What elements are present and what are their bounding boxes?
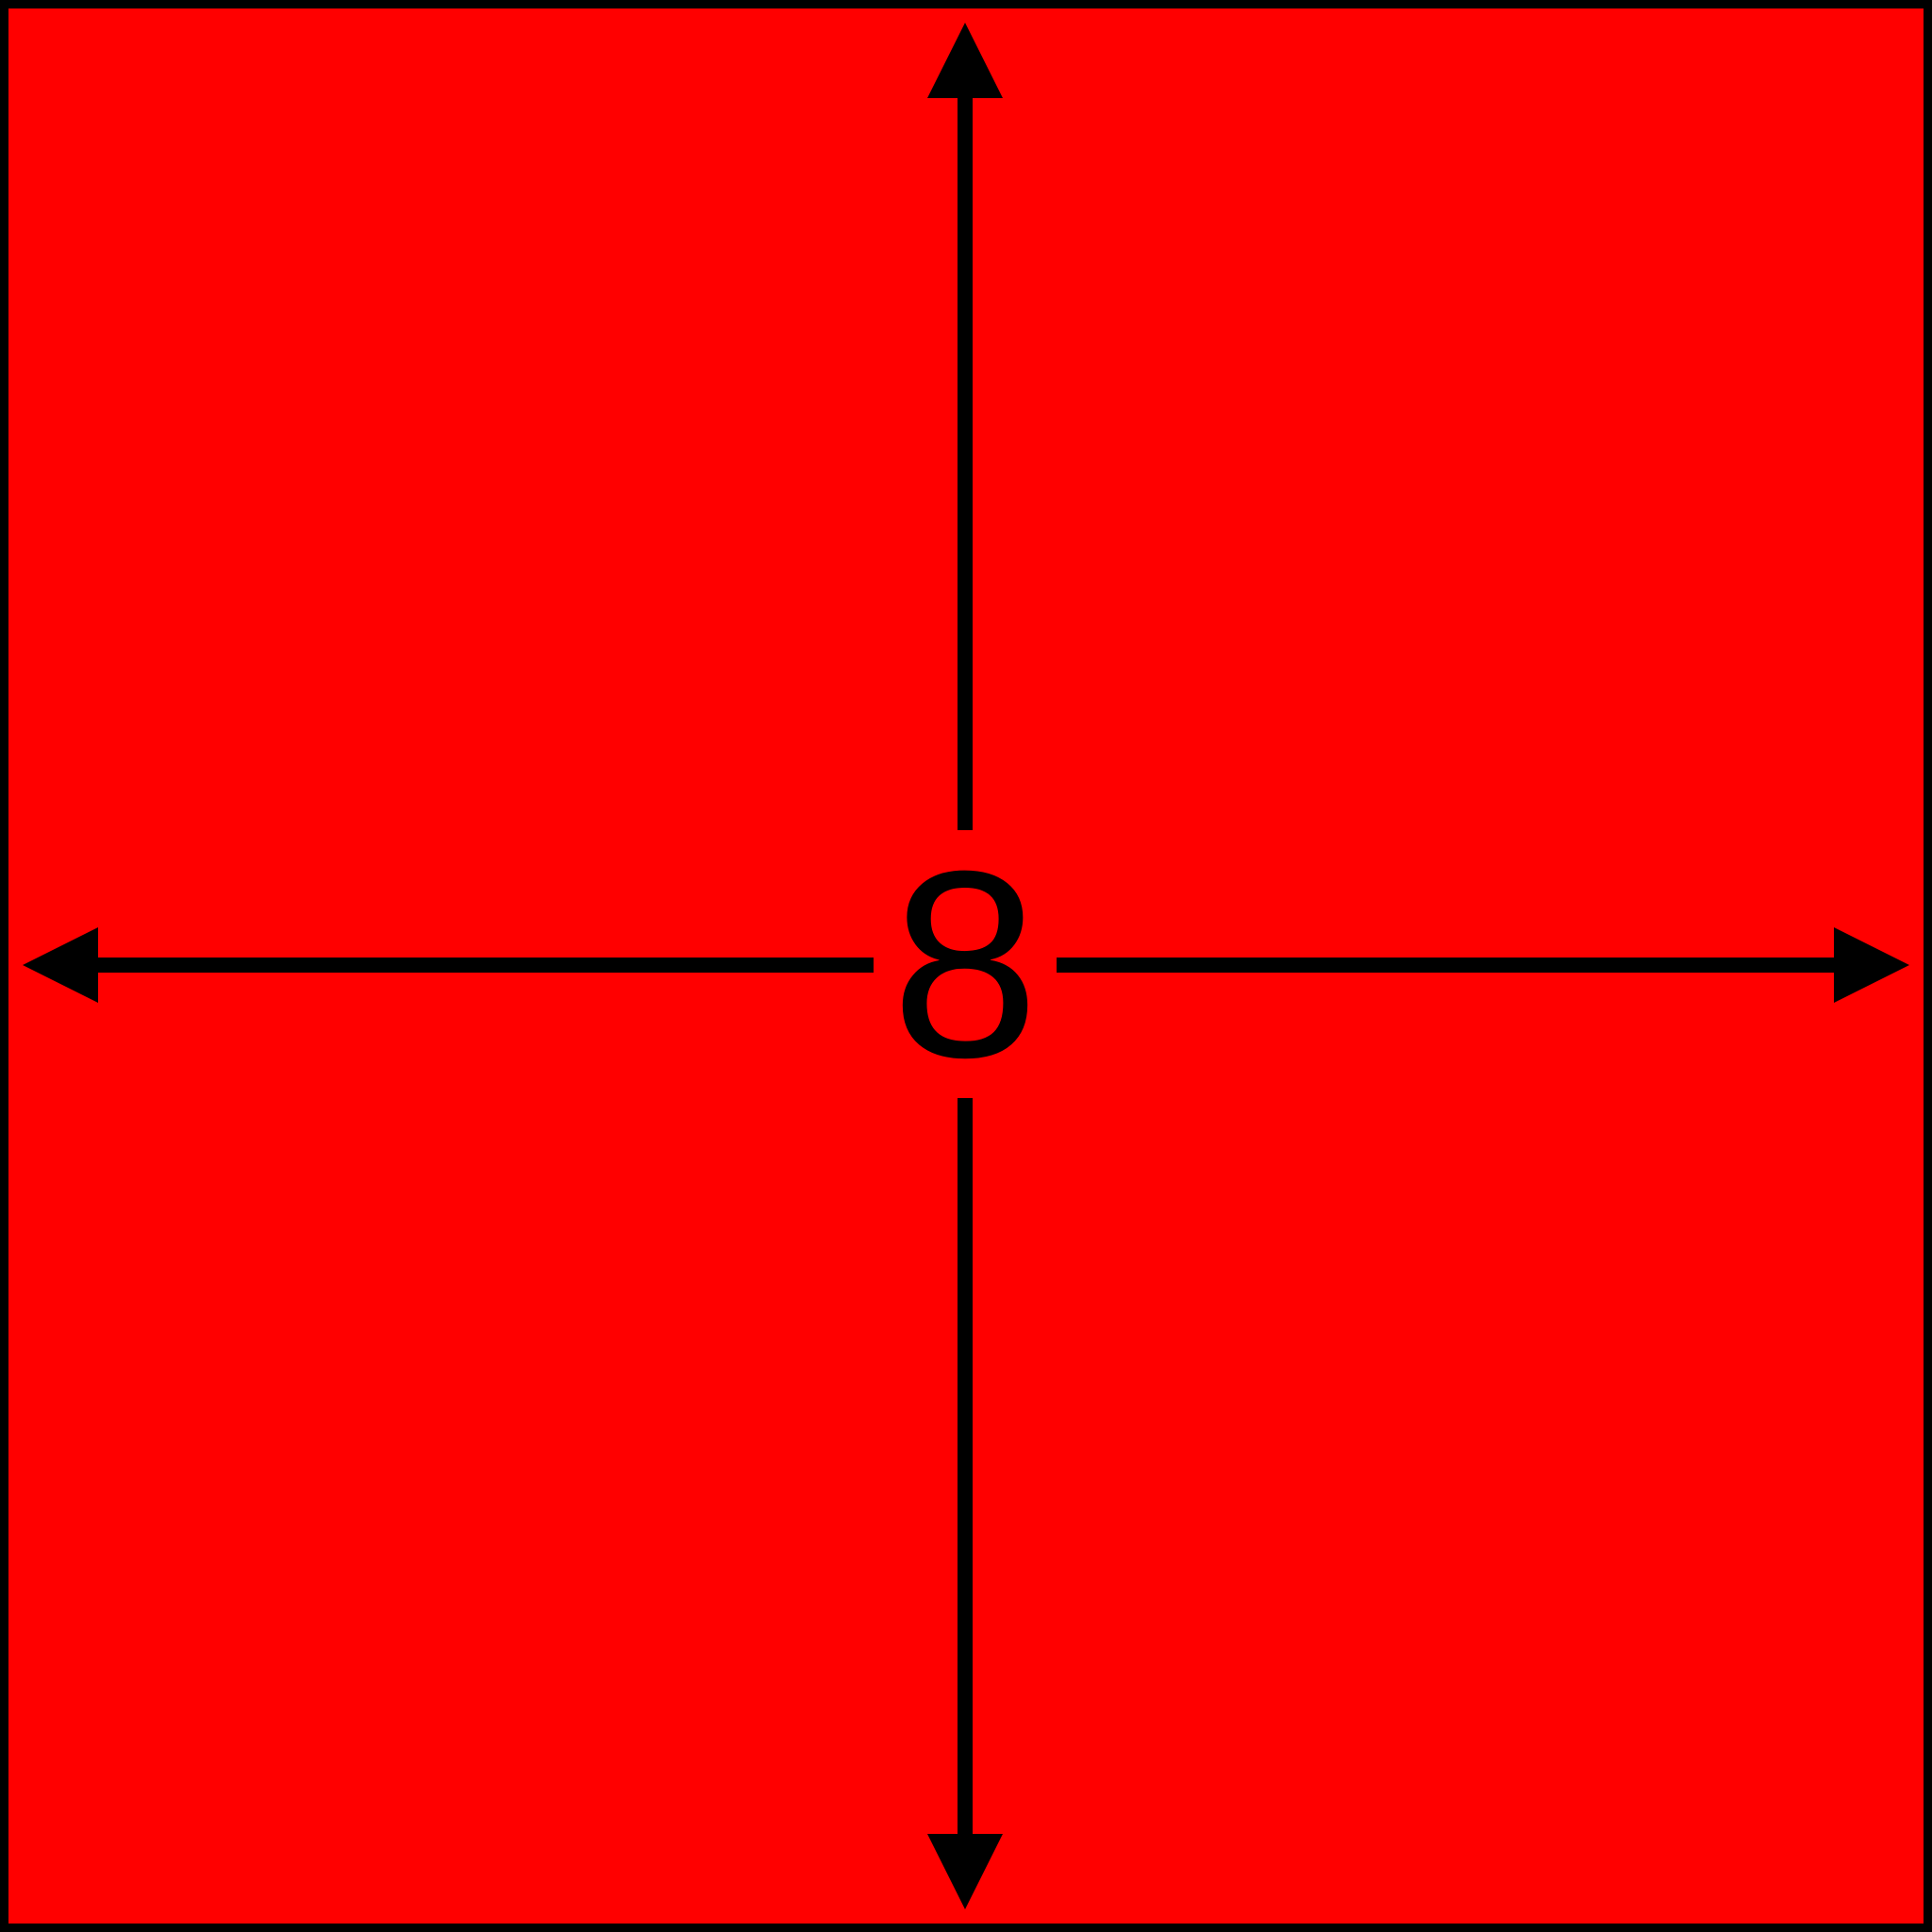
arrow-up	[927, 23, 1003, 830]
arrow-left-head	[23, 927, 98, 1003]
arrow-down	[927, 1098, 1003, 1909]
arrow-right	[1057, 927, 1909, 1003]
center-label: 8	[891, 816, 1040, 1113]
arrow-down-head	[927, 1834, 1003, 1909]
arrow-left	[23, 927, 874, 1003]
arrow-up-head	[927, 23, 1003, 98]
arrow-right-head	[1834, 927, 1909, 1003]
